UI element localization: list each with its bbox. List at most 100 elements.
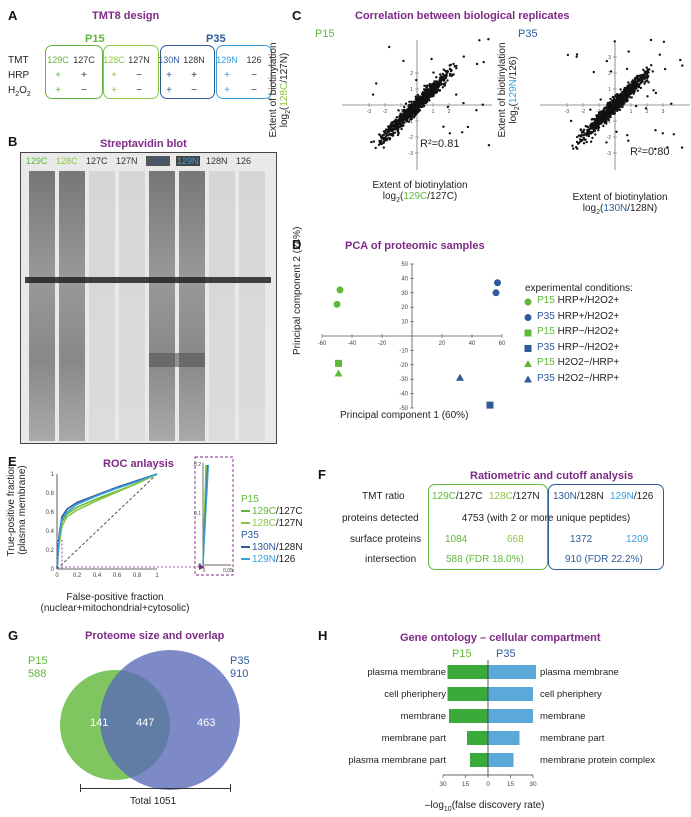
scatter-point bbox=[442, 68, 445, 71]
legend-condition: H2O2−/HRP+ bbox=[554, 372, 620, 384]
pca-y-tick-label: 30 bbox=[401, 291, 408, 297]
scatter-right-ylabel-bottom: log2(129N/126) bbox=[508, 56, 521, 124]
blot-band-lower bbox=[149, 353, 205, 367]
pca-y-tick-label: -50 bbox=[399, 406, 408, 412]
inset-y-tick-label: 0.1 bbox=[194, 511, 201, 517]
f-ratio-3: 130N/128N bbox=[553, 491, 604, 502]
scatter-point bbox=[651, 70, 654, 73]
scatter-point bbox=[433, 82, 436, 85]
scatter-point bbox=[419, 105, 422, 109]
blot-lane-label: 128N bbox=[206, 156, 228, 166]
scatter-outlier bbox=[575, 53, 579, 56]
scatter-point bbox=[385, 134, 388, 138]
pca-xlabel: Principal component 1 (60%) bbox=[340, 410, 469, 421]
scatter-point bbox=[418, 103, 421, 107]
tmt-channel-127N: 127N bbox=[128, 55, 150, 65]
roc-curve bbox=[56, 473, 158, 570]
scatter-point bbox=[386, 125, 390, 128]
scatter-point bbox=[579, 134, 583, 138]
scatter-right-xlabel-bottom: log2(130N/128N) bbox=[582, 203, 658, 216]
legend-marker-square bbox=[524, 329, 532, 337]
scatter-point bbox=[408, 111, 412, 114]
y-tick-label: 3 bbox=[608, 55, 611, 61]
roc-x-tick-label: 0 bbox=[55, 573, 59, 579]
scatter-point bbox=[585, 125, 588, 128]
pca-y-tick-label: -20 bbox=[399, 363, 408, 369]
legend-group: P35 bbox=[537, 341, 555, 353]
roc-x-tick-label: 1 bbox=[155, 573, 159, 579]
scatter-point bbox=[650, 64, 653, 67]
scatter-outlier bbox=[404, 102, 408, 105]
scatter-point bbox=[442, 77, 446, 80]
y-tick-label: -3 bbox=[409, 151, 414, 157]
scatter-point bbox=[396, 133, 400, 137]
tmt-channel-127C: 127C bbox=[73, 55, 95, 65]
scatter-outlier bbox=[415, 78, 418, 82]
scatter-point bbox=[442, 74, 446, 78]
scatter-point bbox=[462, 55, 465, 58]
scatter-point bbox=[609, 97, 612, 101]
scatter-point bbox=[583, 138, 586, 141]
scatter-point bbox=[397, 132, 400, 135]
blot-band-main bbox=[25, 277, 271, 283]
h2o2-sign: − bbox=[251, 85, 257, 96]
scatter-point bbox=[388, 132, 391, 135]
scatter-point bbox=[410, 117, 413, 121]
scatter-point bbox=[623, 92, 626, 95]
scatter-outlier bbox=[605, 59, 608, 63]
scatter-point bbox=[630, 90, 633, 93]
go-bar-p35 bbox=[488, 687, 533, 701]
scatter-point bbox=[621, 105, 624, 109]
pca-y-tick-label: 40 bbox=[401, 276, 408, 282]
h2o2-sign: − bbox=[136, 85, 142, 96]
scatter-point bbox=[610, 109, 614, 113]
scatter-outlier bbox=[378, 133, 381, 136]
blot-lane-label: 129C bbox=[26, 156, 48, 166]
blot-lane-7 bbox=[209, 171, 235, 441]
blot-lane-5 bbox=[149, 171, 175, 441]
scatter-point bbox=[646, 79, 649, 82]
scatter-point bbox=[623, 90, 626, 93]
roc-xlabel-bottom: (nuclear+mitochondrial+cytosolic) bbox=[40, 603, 190, 614]
legend-condition: HRP−/H2O2+ bbox=[554, 341, 620, 353]
scatter-point bbox=[400, 127, 403, 131]
scatter-right-xlabel-top: Extent of biotinylation bbox=[572, 192, 668, 203]
scatter-point bbox=[643, 75, 646, 79]
scatter-outlier bbox=[646, 95, 649, 98]
scatter-point bbox=[611, 99, 614, 103]
f-intersection-p35: 910 (FDR 22.2%) bbox=[565, 554, 643, 565]
scatter-point bbox=[393, 123, 396, 127]
venn-left-label: P15 bbox=[28, 655, 48, 667]
y-tick-label: -1 bbox=[409, 119, 414, 125]
scatter-point bbox=[619, 105, 622, 108]
scatter-point bbox=[645, 71, 648, 75]
roc-legend-channel: 129N bbox=[252, 554, 276, 565]
hrp-sign: − bbox=[251, 70, 257, 81]
scatter-outlier bbox=[397, 109, 400, 112]
scatter-point bbox=[638, 79, 641, 82]
scatter-point bbox=[422, 104, 426, 107]
scatter-point bbox=[436, 82, 439, 86]
scatter-point bbox=[422, 102, 425, 105]
scatter-outlier bbox=[672, 133, 675, 136]
pca-legend-item: P35 HRP−/H2O2+ bbox=[537, 342, 619, 353]
h2o2-sign: + bbox=[111, 85, 117, 96]
f-surface-2: 668 bbox=[507, 534, 524, 545]
go-bar-p35 bbox=[488, 753, 514, 767]
scatter-point bbox=[441, 86, 444, 89]
box-p15-f bbox=[428, 484, 548, 570]
scatter-point bbox=[611, 95, 615, 99]
y-tick-label: -2 bbox=[409, 135, 414, 141]
panel-d-title: PCA of proteomic samples bbox=[345, 240, 485, 252]
scatter-point bbox=[634, 77, 637, 80]
roc-legend-item: 129C/127C bbox=[241, 506, 303, 517]
scatter-point bbox=[599, 114, 603, 117]
blot-lane-4 bbox=[119, 171, 145, 441]
venn-total-bar-right bbox=[230, 784, 231, 792]
scatter-outlier bbox=[475, 109, 478, 112]
scatter-outlier bbox=[448, 132, 452, 135]
scatter-outlier bbox=[634, 104, 638, 108]
scatter-point bbox=[627, 94, 630, 98]
roc-y-tick-label: 0.6 bbox=[46, 510, 55, 516]
scatter-point bbox=[407, 120, 411, 123]
